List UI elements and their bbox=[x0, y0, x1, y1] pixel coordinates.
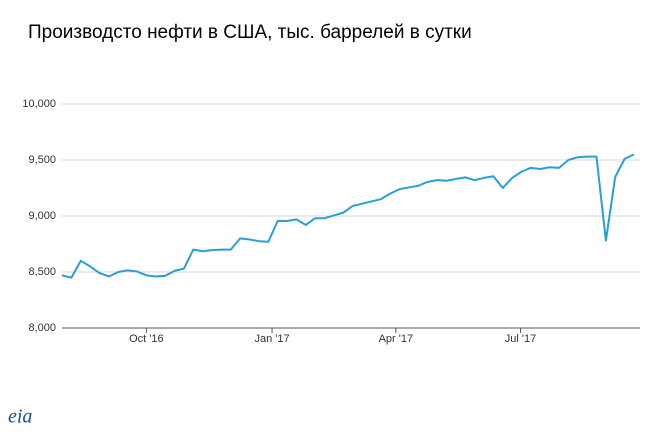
y-tick-label: 9,000 bbox=[28, 210, 56, 222]
y-tick-label: 10,000 bbox=[22, 98, 56, 110]
y-tick-label: 9,500 bbox=[28, 154, 56, 166]
chart-title: Производсто нефти в США, тыс. баррелей в… bbox=[28, 22, 472, 43]
logo: eia bbox=[8, 406, 32, 428]
x-tick-label: Apr '17 bbox=[379, 333, 414, 345]
x-tick-label: Oct '16 bbox=[129, 333, 164, 345]
line bbox=[61, 153, 635, 279]
y-tick-label: 8,500 bbox=[28, 266, 56, 278]
y-tick-label: 8,000 bbox=[28, 322, 56, 334]
x-tick-label: Jul '17 bbox=[505, 333, 536, 345]
x-tick-label: Jan '17 bbox=[254, 333, 289, 345]
